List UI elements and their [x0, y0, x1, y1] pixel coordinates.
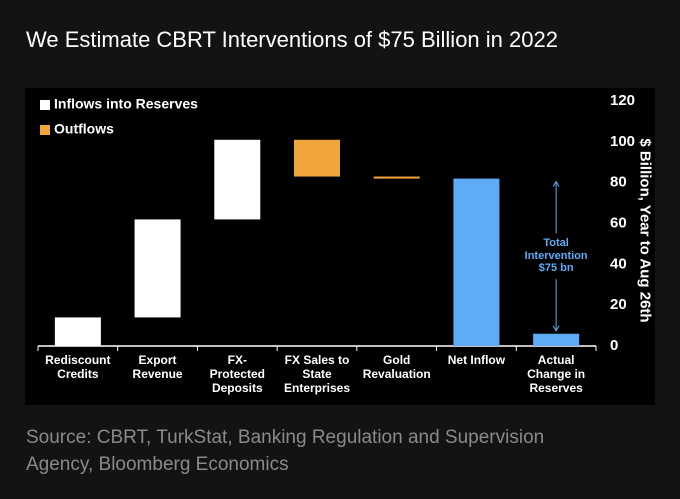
bar — [214, 139, 261, 220]
legend-swatch — [40, 100, 50, 110]
arrow-head — [552, 180, 560, 187]
legend-label: Inflows into Reserves — [54, 96, 198, 112]
x-tick-label: Actual Change in Reserves — [527, 353, 586, 395]
bar — [373, 176, 420, 179]
chart-title: We Estimate CBRT Interventions of $75 Bi… — [26, 27, 558, 52]
y-tick-label: 60 — [610, 214, 627, 231]
x-tick-label: Export Revenue — [132, 353, 183, 381]
x-tick-label: FX- Protected Deposits — [209, 353, 265, 395]
annotation: Total Intervention $75 bn — [524, 237, 588, 275]
x-tick-label: Gold Revaluation — [362, 353, 431, 381]
x-tick-label: Net Inflow — [447, 353, 506, 367]
bar — [453, 178, 500, 346]
y-tick-label: 120 — [610, 92, 635, 109]
y-tick-label: 40 — [610, 255, 627, 272]
y-tick-label: 20 — [610, 296, 627, 313]
x-tick-label: Rediscount Credits — [45, 353, 111, 381]
legend-swatch — [40, 125, 50, 135]
arrow-head — [552, 325, 560, 332]
bar — [533, 333, 580, 346]
y-tick-label: 0 — [610, 337, 618, 354]
source: Source: CBRT, TurkStat, Banking Regulati… — [26, 427, 545, 475]
y-tick-label: 100 — [610, 133, 635, 150]
legend-label: Outflows — [54, 121, 114, 137]
y-axis-label: $ Billion, Year to Aug 26th — [636, 138, 654, 323]
bar — [54, 317, 101, 346]
bar — [294, 139, 340, 177]
x-tick-label: FX Sales to State Enterprises — [283, 353, 351, 395]
bar — [134, 219, 181, 318]
y-tick-label: 80 — [610, 174, 627, 191]
